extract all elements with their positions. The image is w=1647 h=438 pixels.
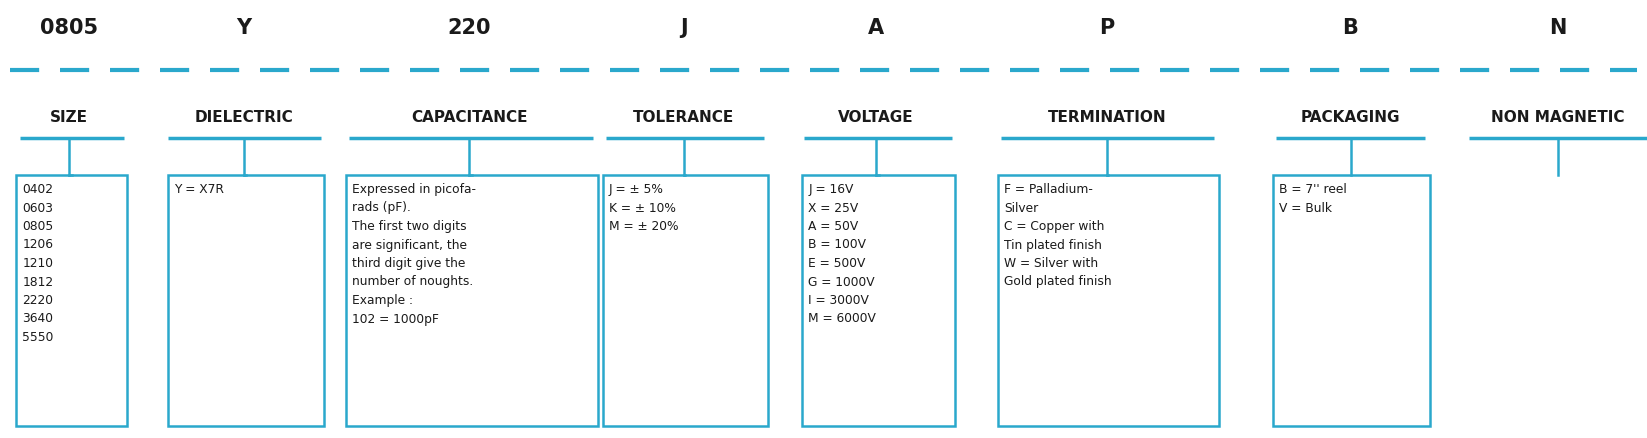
- Bar: [802, 175, 955, 426]
- Text: CAPACITANCE: CAPACITANCE: [412, 110, 527, 126]
- Text: TOLERANCE: TOLERANCE: [632, 110, 735, 126]
- Text: PACKAGING: PACKAGING: [1301, 110, 1400, 126]
- Text: J: J: [680, 18, 687, 38]
- Text: Expressed in picofa-
rads (pF).
The first two digits
are significant, the
third : Expressed in picofa- rads (pF). The firs…: [352, 183, 476, 325]
- Text: TERMINATION: TERMINATION: [1047, 110, 1166, 126]
- Bar: [16, 175, 127, 426]
- Bar: [1273, 175, 1430, 426]
- Bar: [346, 175, 598, 426]
- Text: Y: Y: [236, 18, 252, 38]
- Text: DIELECTRIC: DIELECTRIC: [194, 110, 293, 126]
- Text: P: P: [1099, 18, 1115, 38]
- Text: B: B: [1342, 18, 1359, 38]
- Bar: [603, 175, 768, 426]
- Text: 220: 220: [448, 18, 491, 38]
- Bar: [168, 175, 324, 426]
- Text: 0805: 0805: [40, 18, 99, 38]
- Text: J = ± 5%
K = ± 10%
M = ± 20%: J = ± 5% K = ± 10% M = ± 20%: [609, 183, 679, 233]
- Text: Y = X7R: Y = X7R: [175, 183, 224, 196]
- Text: J = 16V
X = 25V
A = 50V
B = 100V
E = 500V
G = 1000V
I = 3000V
M = 6000V: J = 16V X = 25V A = 50V B = 100V E = 500…: [809, 183, 876, 325]
- Text: VOLTAGE: VOLTAGE: [838, 110, 914, 126]
- Text: SIZE: SIZE: [49, 110, 89, 126]
- Text: A: A: [868, 18, 884, 38]
- Text: NON MAGNETIC: NON MAGNETIC: [1491, 110, 1626, 126]
- Text: F = Palladium-
Silver
C = Copper with
Tin plated finish
W = Silver with
Gold pla: F = Palladium- Silver C = Copper with Ti…: [1005, 183, 1112, 289]
- Text: N: N: [1550, 18, 1566, 38]
- Text: B = 7'' reel
V = Bulk: B = 7'' reel V = Bulk: [1280, 183, 1347, 215]
- Bar: [998, 175, 1219, 426]
- Text: 0402
0603
0805
1206
1210
1812
2220
3640
5550: 0402 0603 0805 1206 1210 1812 2220 3640 …: [23, 183, 54, 344]
